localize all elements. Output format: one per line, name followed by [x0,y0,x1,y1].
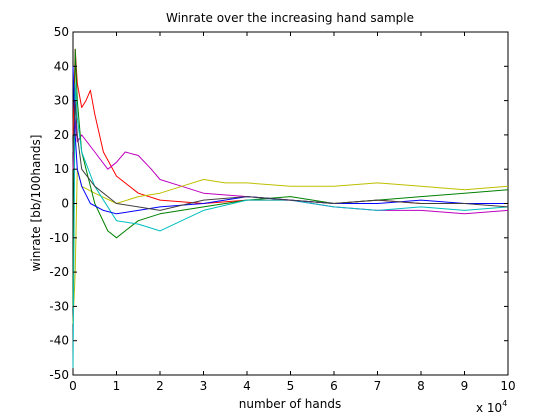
y-tick-label--10: -10 [49,231,69,245]
y-tick-label-0: 0 [61,197,69,211]
y-tick-label-30: 30 [54,94,69,108]
x-tick-label-2: 2 [156,379,164,393]
x-tick-label-5: 5 [287,379,295,393]
x-axis-multiplier-base: x 10 [476,401,502,415]
chart-title: Winrate over the increasing hand sample [166,11,414,25]
y-tick-label--40: -40 [49,334,69,348]
series-layer [72,48,509,369]
x-tick-label-0: 0 [69,379,77,393]
y-tick-label-40: 40 [54,59,69,73]
series-line-5 [72,82,509,369]
x-tick-label-4: 4 [243,379,251,393]
y-axis-label: winrate [bb/100hands] [29,135,43,272]
x-axis-multiplier-exponent: 4 [502,399,507,408]
x-tick-label-3: 3 [200,379,208,393]
y-tick-label--20: -20 [49,265,69,279]
y-tick-label-20: 20 [54,128,69,142]
y-tick-label-50: 50 [54,25,69,39]
x-tick-label-8: 8 [417,379,425,393]
x-tick-label-9: 9 [461,379,469,393]
x-tick-label-7: 7 [374,379,382,393]
series-line-6 [72,66,508,215]
x-tick-label-6: 6 [330,379,338,393]
y-tick-label--30: -30 [49,299,69,313]
x-axis-label: number of hands [239,397,341,411]
series-line-7 [72,100,509,211]
x-tick-label-10: 10 [500,379,515,393]
x-axis-multiplier: x 104 [476,399,507,415]
y-tick-label-10: 10 [54,162,69,176]
x-tick-label-1: 1 [113,379,121,393]
y-tick-label--50: -50 [49,368,69,382]
ticks-layer: 0 1 2 3 4 5 6 7 8 9 10 -50 -40 -30 -20 -10 0 10 20 30 40 50 [49,25,515,393]
